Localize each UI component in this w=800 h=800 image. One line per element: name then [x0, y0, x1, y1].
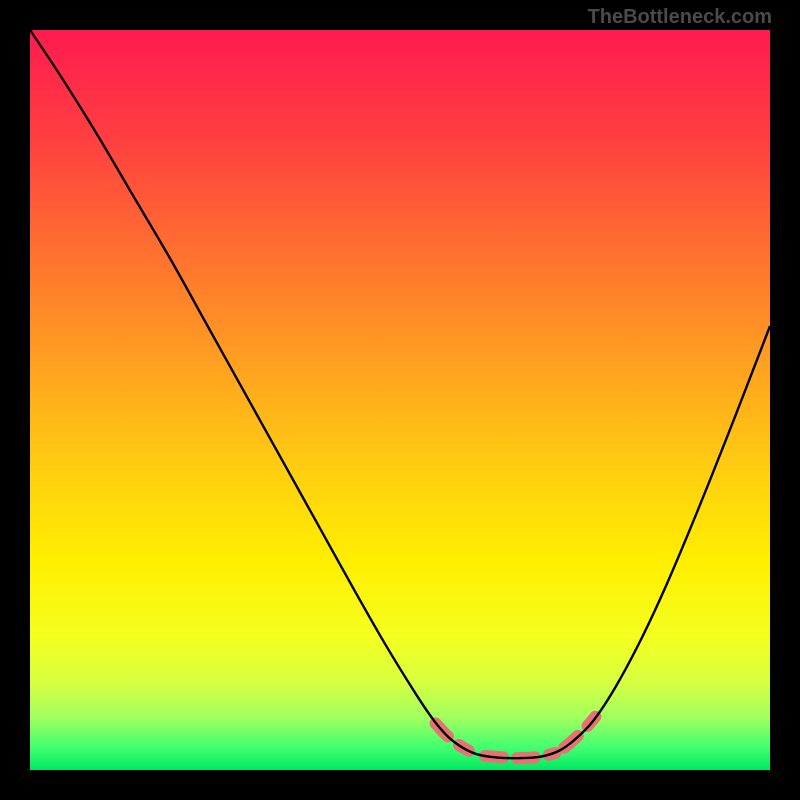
chart-container: TheBottleneck.com [0, 0, 800, 800]
attribution-text: TheBottleneck.com [588, 6, 772, 29]
plot-area [30, 30, 770, 770]
optimal-band-marker [436, 717, 596, 758]
bottleneck-curve [30, 30, 770, 758]
curve-layer [30, 30, 770, 770]
